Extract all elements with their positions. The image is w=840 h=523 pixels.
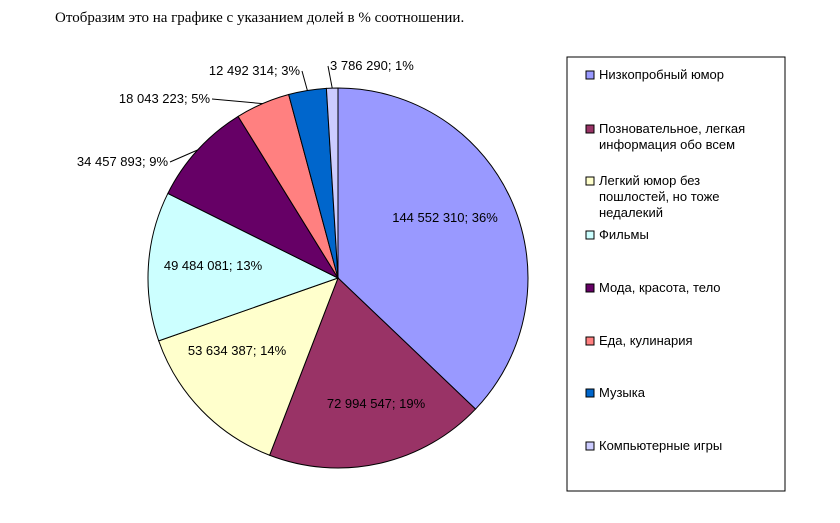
legend-swatch <box>585 283 595 293</box>
slice-data-label: 53 634 387; 14% <box>188 343 287 358</box>
legend-label: Позновательное, легкая информация обо все… <box>599 121 745 152</box>
pie-slice <box>337 87 529 410</box>
leader-line <box>169 149 198 163</box>
legend-swatch <box>585 230 595 240</box>
slice-data-label: 144 552 310; 36% <box>392 210 498 225</box>
leader-line <box>327 65 333 89</box>
pie-slice <box>158 277 339 456</box>
leader-line <box>301 70 308 91</box>
legend-label: Легкий юмор без пошлостей, но тоже недалек… <box>599 173 720 220</box>
legend: Низкопробный юмор Позновательное, легкая и… <box>585 67 745 453</box>
pie-slice <box>268 277 477 469</box>
slice-data-label: 72 994 547; 19% <box>327 396 426 411</box>
leader-lines <box>169 65 333 163</box>
pie-slice <box>325 87 339 279</box>
pie-slice <box>147 192 340 342</box>
slice-data-label: 34 457 893; 9% <box>77 154 169 169</box>
pie-slices <box>147 87 529 469</box>
legend-label: Фильмы <box>599 227 649 242</box>
legend-swatch <box>585 176 595 186</box>
slice-labels: 144 552 310; 36% 72 994 547; 19% 53 634 38… <box>77 58 498 411</box>
slice-data-label: 18 043 223; 5% <box>119 91 211 106</box>
legend-swatch <box>585 70 595 80</box>
legend-swatch <box>585 124 595 134</box>
pie-slice <box>167 115 340 280</box>
page-heading: Отобразим это на графике с указанием дол… <box>55 10 465 26</box>
legend-label: Мода, красота, тело <box>599 280 721 295</box>
legend-swatch <box>585 441 595 451</box>
slice-data-label: 49 484 081; 13% <box>164 258 263 273</box>
legend-box <box>566 56 786 492</box>
legend-label: Музыка <box>599 385 646 400</box>
slice-data-label: 3 786 290; 1% <box>330 58 414 73</box>
legend-label: Еда, кулинария <box>599 333 693 348</box>
legend-label: Компьютерные игры <box>599 438 722 453</box>
legend-swatch <box>585 336 595 346</box>
leader-line <box>211 98 263 105</box>
legend-swatch <box>585 388 595 398</box>
legend-label: Низкопробный юмор <box>599 67 724 82</box>
slice-data-label: 12 492 314; 3% <box>209 63 301 78</box>
